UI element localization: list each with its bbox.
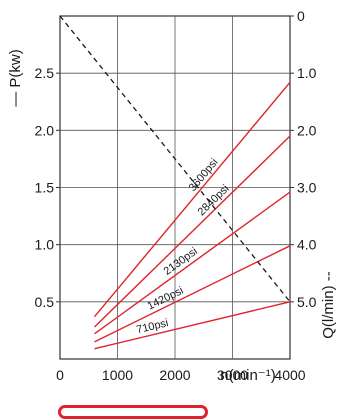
series-line-Q [59,15,291,303]
pressure-label: 1420psi [146,285,186,313]
grid [56,15,294,360]
series-line-710psi [94,301,291,350]
y-right-tick-label: 1.0 [297,65,317,81]
y-right-tick-label: 3.0 [297,180,317,196]
y-right-tick-label: 2.0 [297,122,317,138]
y-left-tick-label: 1.5 [35,180,55,196]
y-left-tick-label: 0.5 [35,294,55,310]
y-left-tick-label: 2.5 [35,65,55,81]
pressure-label: 3600psi [187,157,221,194]
y-right-tick-label: 0 [297,8,305,24]
tick-labels: 3600psi2840psi2130psi1420psi710psi2.52.0… [35,8,317,383]
series-line-2130psi [94,191,291,335]
x-tick-label: 3000 [217,367,248,383]
y-right-tick-label: 4.0 [297,237,317,253]
bottom-decoration-bar [58,405,208,419]
y-axis-right-title: Q(l/min) -- [320,271,337,339]
series-lines [59,15,291,350]
x-tick-label: 1000 [102,367,133,383]
y-axis-left-title: — P(kw) [7,49,24,107]
x-tick-label: 4000 [274,367,305,383]
x-axis-title: n(min⁻¹) [220,367,275,384]
x-tick-label: 0 [56,367,64,383]
series-line-2840psi [94,135,291,328]
y-left-tick-label: 2.0 [35,122,55,138]
y-right-tick-label: 5.0 [297,294,317,310]
series-line-3600psi [93,81,291,318]
x-tick-label: 2000 [159,367,190,383]
y-left-tick-label: 1.0 [35,237,55,253]
